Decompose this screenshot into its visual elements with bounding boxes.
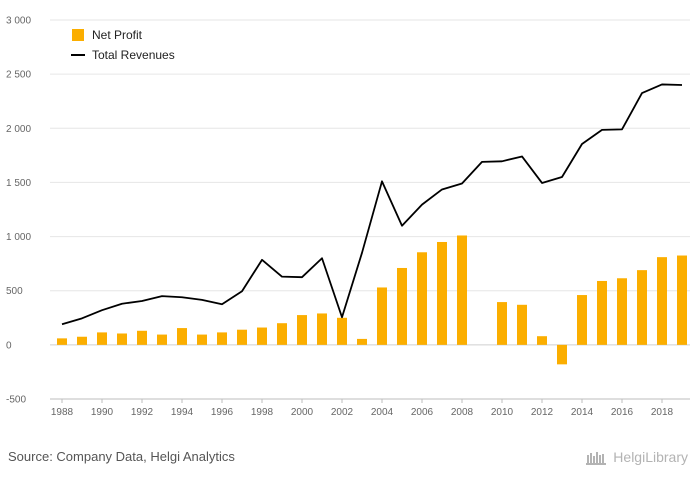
- x-tick-label: 2014: [571, 407, 594, 418]
- net-profit-bar: [537, 336, 547, 345]
- x-tick-label: 2012: [531, 407, 554, 418]
- x-tick-label: 1998: [251, 407, 274, 418]
- net-profit-bar: [457, 235, 467, 345]
- net-profit-bar: [557, 344, 567, 365]
- net-profit-bar: [137, 330, 147, 345]
- x-tick-label: 1988: [51, 407, 74, 418]
- net-profit-bar: [57, 338, 67, 345]
- net-profit-bar: [377, 287, 387, 345]
- x-tick-label: 2016: [611, 407, 634, 418]
- y-tick-label: 0: [6, 340, 12, 351]
- net-profit-bar: [437, 241, 447, 345]
- net-profit-bar: [677, 255, 687, 345]
- source-note: Source: Company Data, Helgi Analytics: [8, 449, 235, 464]
- axes: -500 0 500 1 000 1 500 2 000 2 500 3 000 1988 199…: [6, 16, 690, 418]
- net-profit-bar: [257, 327, 267, 345]
- net-profit-bar: [117, 333, 127, 345]
- net-profit-bar: [317, 313, 327, 345]
- legend-label-total-revenues: Total Revenues: [92, 48, 175, 62]
- net-profit-bar: [97, 332, 107, 345]
- x-tick-label: 2004: [371, 407, 394, 418]
- x-tick-label: 1990: [91, 407, 114, 418]
- net-profit-bar: [577, 295, 587, 345]
- net-profit-bar: [237, 329, 247, 345]
- y-tick-label: 1 000: [6, 232, 31, 243]
- net-profit-bar: [197, 334, 207, 345]
- y-tick-label: 3 000: [6, 16, 31, 27]
- y-tick-label: 1 500: [6, 178, 31, 189]
- net-profit-bar: [357, 338, 367, 345]
- net-profit-bar: [497, 302, 507, 345]
- legend-label-net-profit: Net Profit: [92, 28, 143, 42]
- net-profit-bar: [597, 280, 607, 345]
- net-profit-bar: [217, 332, 227, 345]
- x-tick-label: 2000: [291, 407, 314, 418]
- brand-logo[interactable]: HelgiLibrary: [586, 449, 688, 465]
- net-profit-bar: [517, 304, 527, 345]
- y-tick-label: 500: [6, 286, 23, 297]
- net-profit-bar: [157, 334, 167, 345]
- net-profit-bar: [617, 278, 627, 345]
- y-tick-label: 2 500: [6, 70, 31, 81]
- net-profit-bar: [77, 336, 87, 345]
- total-revenues-line-group: [61, 83, 683, 326]
- net-profit-bar: [637, 270, 647, 345]
- x-tick-label: 1996: [211, 407, 234, 418]
- net-profit-bar: [297, 315, 307, 345]
- brand-name: HelgiLibrary: [613, 449, 688, 465]
- legend-swatch-net-profit: [72, 29, 84, 41]
- net-profit-bar: [177, 328, 187, 345]
- x-tick-label: 2002: [331, 407, 354, 418]
- x-tick-label: 1992: [131, 407, 154, 418]
- net-profit-bar: [277, 323, 287, 345]
- x-tick-label: 2008: [451, 407, 474, 418]
- net-profit-bar: [417, 252, 427, 345]
- net-profit-bar: [337, 317, 347, 345]
- net-profit-bar: [397, 267, 407, 345]
- net-profit-bars: [57, 235, 687, 365]
- library-icon: [586, 452, 607, 465]
- total-revenues-line: [61, 83, 683, 326]
- legend: Net Profit Total Revenues: [71, 28, 175, 62]
- net-profit-bar: [657, 257, 667, 345]
- grid: [50, 19, 690, 400]
- x-tick-label: 1994: [171, 407, 194, 418]
- y-tick-label: 2 000: [6, 124, 31, 135]
- x-tick-label: 2010: [491, 407, 514, 418]
- x-tick-label: 2006: [411, 407, 434, 418]
- x-tick-label: 2018: [651, 407, 674, 418]
- y-tick-label: -500: [6, 395, 26, 406]
